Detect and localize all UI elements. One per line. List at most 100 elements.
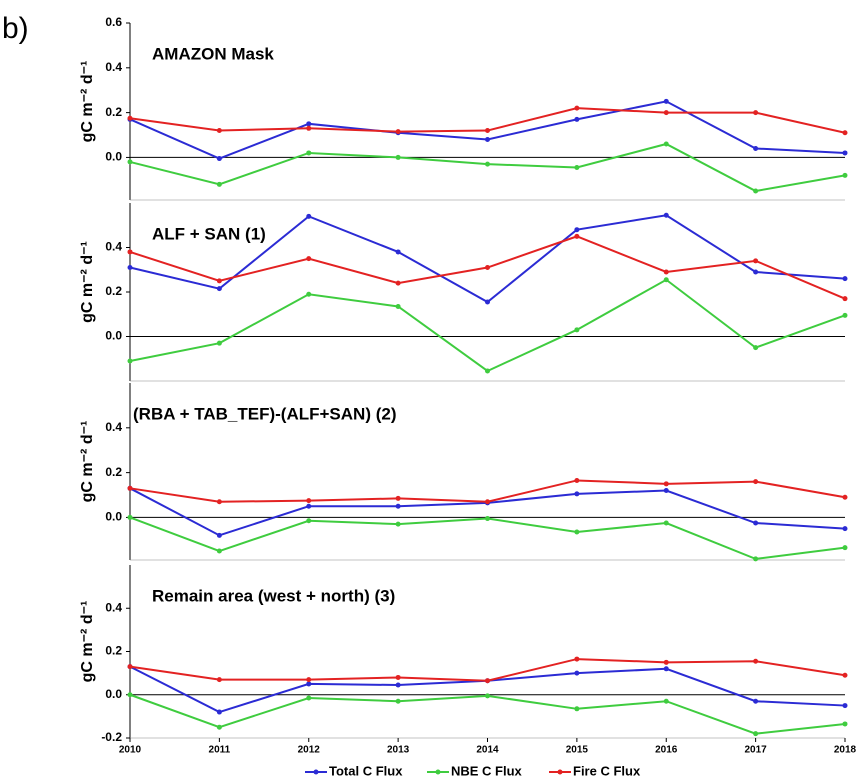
point xyxy=(842,526,848,532)
legend-marker xyxy=(313,769,319,775)
point xyxy=(127,159,133,165)
y-tick-label: 0.0 xyxy=(105,329,122,343)
point xyxy=(485,499,490,505)
point xyxy=(574,706,580,712)
y-axis-label: gC m⁻² d⁻¹ xyxy=(79,241,96,323)
x-tick-label: 2014 xyxy=(476,745,499,756)
point xyxy=(574,233,580,239)
point xyxy=(574,529,580,535)
point xyxy=(574,327,580,333)
x-tick-label: 2010 xyxy=(119,745,142,756)
point xyxy=(127,485,133,491)
point xyxy=(395,303,401,309)
point xyxy=(395,698,401,704)
series-line xyxy=(129,693,846,735)
x-tick-label: 2011 xyxy=(209,745,231,756)
point xyxy=(485,128,490,134)
y-axis-label: gC m⁻² d⁻¹ xyxy=(79,421,96,503)
point xyxy=(485,161,490,167)
point xyxy=(842,312,848,318)
point xyxy=(842,494,848,500)
y-axis-label: gC m⁻² d⁻¹ xyxy=(79,61,96,143)
point xyxy=(753,479,759,485)
y-tick-label: 0.0 xyxy=(105,150,122,164)
point xyxy=(127,664,133,670)
y-tick-label: 0.2 xyxy=(105,284,122,298)
point xyxy=(216,340,222,346)
point xyxy=(306,213,312,219)
y-tick-label: 0.6 xyxy=(105,15,122,29)
y-axis-label: gC m⁻² d⁻¹ xyxy=(79,601,96,683)
y-tick-label: 0.4 xyxy=(105,60,122,74)
point xyxy=(216,499,222,505)
point xyxy=(395,521,401,527)
y-tick-label: 0.2 xyxy=(105,465,122,479)
series-line xyxy=(129,487,846,537)
series-line xyxy=(129,665,846,714)
point xyxy=(216,128,222,134)
point xyxy=(753,258,759,264)
point xyxy=(753,658,759,664)
point xyxy=(127,115,133,121)
legend-label: NBE C Flux xyxy=(451,763,523,778)
point xyxy=(216,677,222,683)
point xyxy=(753,520,759,526)
point xyxy=(216,532,222,538)
point xyxy=(485,368,490,374)
panel-title: ALF + SAN (1) xyxy=(152,224,266,243)
x-tick-label: 2016 xyxy=(655,745,678,756)
point xyxy=(663,698,669,704)
point xyxy=(395,280,401,286)
point xyxy=(574,491,580,497)
point xyxy=(842,150,848,156)
point xyxy=(842,172,848,178)
point xyxy=(306,503,312,509)
point xyxy=(216,181,222,187)
point xyxy=(306,681,312,687)
point xyxy=(127,692,133,698)
point xyxy=(574,656,580,662)
panel-label: b) xyxy=(2,12,29,45)
point xyxy=(574,116,580,122)
point xyxy=(663,277,669,283)
y-tick-label: 0.0 xyxy=(105,687,122,701)
panel-title: Remain area (west + north) (3) xyxy=(152,586,395,605)
point xyxy=(753,110,759,116)
point xyxy=(127,514,133,520)
point xyxy=(842,721,848,727)
point xyxy=(663,269,669,275)
point xyxy=(485,299,490,305)
point xyxy=(842,276,848,282)
point xyxy=(663,212,669,218)
x-tick-label: 2012 xyxy=(298,745,321,756)
point xyxy=(306,125,312,131)
point xyxy=(485,516,490,522)
point xyxy=(216,278,222,284)
point xyxy=(127,265,133,271)
x-tick-label: 2017 xyxy=(745,745,768,756)
series-line xyxy=(129,658,846,682)
point xyxy=(574,477,580,483)
point xyxy=(842,545,848,551)
point xyxy=(306,677,312,683)
point xyxy=(306,518,312,524)
point xyxy=(574,227,580,233)
point xyxy=(306,695,312,701)
point xyxy=(395,495,401,501)
point xyxy=(306,121,312,127)
point xyxy=(663,520,669,526)
point xyxy=(753,145,759,151)
point xyxy=(306,291,312,297)
point xyxy=(485,265,490,271)
point xyxy=(216,709,222,715)
point xyxy=(842,672,848,678)
y-tick-label: 0.4 xyxy=(105,420,122,434)
series-line xyxy=(129,278,846,373)
point xyxy=(663,659,669,665)
point xyxy=(663,481,669,487)
legend-marker xyxy=(557,769,563,775)
legend-label: Total C Flux xyxy=(329,763,403,778)
point xyxy=(663,110,669,116)
y-tick-label: 0.4 xyxy=(105,600,122,614)
